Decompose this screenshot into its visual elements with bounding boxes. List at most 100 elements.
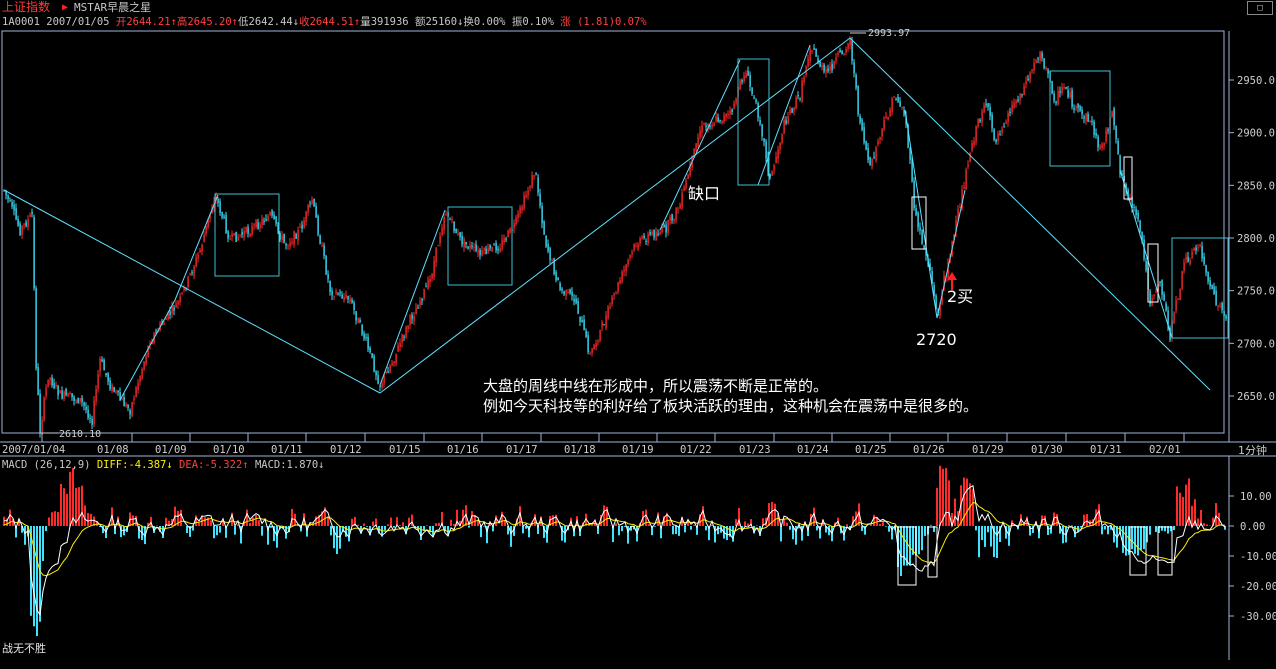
candle-body [1195, 247, 1197, 251]
candle-body [213, 201, 215, 211]
candle-body [645, 240, 647, 243]
candle-body [869, 157, 871, 166]
candle-body [179, 296, 181, 302]
candle-body [53, 383, 55, 388]
candle-body [981, 111, 983, 123]
candle-body [189, 273, 191, 275]
chart-title[interactable]: 上证指数 [2, 0, 51, 14]
candle-body [797, 95, 799, 97]
candle-body [237, 236, 239, 241]
candle-body [1107, 129, 1109, 131]
candle-body [1217, 305, 1219, 307]
period-selector[interactable]: 1分钟 [1238, 444, 1267, 457]
dea-line [3, 502, 1226, 577]
candle-body [271, 210, 273, 216]
candle-body [809, 48, 811, 62]
indicator-name[interactable]: MSTAR早晨之星 [74, 1, 152, 14]
date-label: 01/12 [330, 444, 362, 456]
buy-label: 2买 [947, 287, 973, 306]
candle-body [615, 292, 617, 294]
candle-body [935, 295, 937, 309]
candle-body [119, 392, 121, 401]
bottom-note: 战无不胜 [2, 642, 46, 655]
candle-body [527, 190, 529, 195]
candle-body [1179, 288, 1181, 301]
candle-body [295, 233, 297, 239]
candle-body [225, 214, 227, 233]
candle-body [369, 347, 371, 353]
candle-body [455, 228, 457, 233]
candle-body [685, 180, 687, 188]
candle-body [245, 227, 247, 233]
candle-body [95, 388, 97, 402]
turnover-value: 0.00% [473, 16, 506, 28]
candle-body [73, 396, 75, 401]
candle-body [349, 299, 351, 302]
candle-body [1093, 121, 1095, 135]
candle-body [741, 80, 743, 82]
candle-body [583, 319, 585, 331]
candle-body [603, 324, 605, 326]
restore-button[interactable]: □ [1247, 1, 1273, 15]
candle-body [1139, 220, 1141, 232]
candle-body [899, 101, 901, 107]
candle-body [1207, 271, 1209, 282]
candle-body [443, 217, 445, 230]
candle-body [481, 250, 483, 256]
candle-body [489, 244, 491, 249]
candle-body [29, 214, 31, 217]
candle-body [595, 342, 597, 348]
candle-body [207, 218, 209, 228]
candle-body [1027, 78, 1029, 81]
candle-body [309, 202, 311, 204]
candle-body [109, 380, 111, 390]
candle-body [987, 103, 989, 108]
candle-body [605, 315, 607, 329]
candle-body [853, 62, 855, 74]
candle-body [753, 96, 755, 98]
candle-body [17, 218, 19, 226]
candle-body [1055, 101, 1057, 104]
candle-body [493, 244, 495, 246]
candle-body [483, 248, 485, 251]
candle-body [683, 187, 685, 191]
candle-body [449, 219, 451, 221]
dea-value: -5.322 [204, 459, 243, 471]
candle-body [1053, 93, 1055, 102]
date-label: 2007/01/04 [2, 444, 65, 456]
candle-body [373, 356, 375, 372]
candle-body [857, 85, 859, 115]
candle-body [407, 325, 409, 329]
candle-body [713, 122, 715, 127]
candle-body [305, 211, 307, 222]
candle-body [977, 118, 979, 127]
candle-body [301, 224, 303, 229]
candle-body [27, 219, 29, 227]
candle-body [517, 213, 519, 218]
candle-body [1029, 72, 1031, 82]
candle-body [1115, 126, 1117, 139]
candle-body [1013, 102, 1015, 108]
play-icon[interactable]: ▶ [62, 2, 69, 13]
candle-body [973, 141, 975, 146]
candle-body [291, 241, 293, 243]
candle-body [781, 134, 783, 143]
candle-body [641, 236, 643, 239]
candle-body [235, 231, 237, 242]
price-tick-label: 2750.0 [1237, 286, 1275, 298]
buy-arrow-icon [947, 272, 957, 290]
candle-body [1215, 290, 1217, 305]
candle-body [591, 348, 593, 354]
macd-title[interactable]: MACD (26,12,9) [2, 459, 91, 471]
candle-body [69, 393, 71, 395]
up-arrow-icon: ↑ [242, 459, 249, 471]
candle-body [1015, 100, 1017, 104]
candle-body [183, 287, 185, 290]
candle-body [197, 254, 199, 259]
candle-body [745, 73, 747, 78]
candle-body [103, 359, 105, 371]
candle-body [1033, 62, 1035, 71]
candle-body [551, 259, 553, 261]
candle-body [939, 302, 941, 316]
